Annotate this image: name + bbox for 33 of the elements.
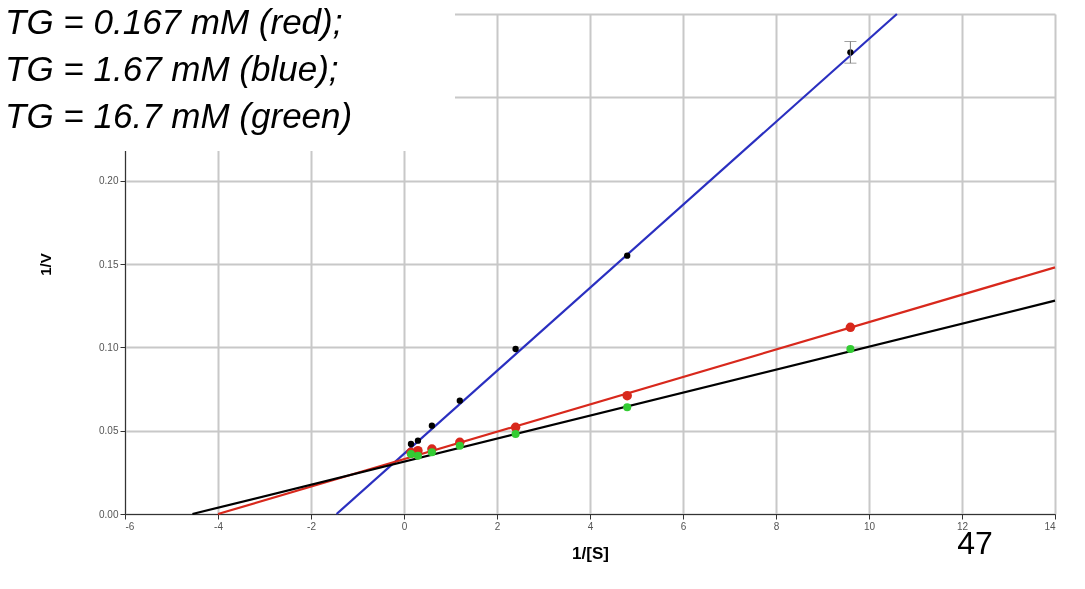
y-tick-label: 0.00 — [99, 508, 119, 520]
y-axis-title: 1/V — [37, 253, 55, 276]
point — [846, 344, 855, 354]
x-tick-label: 2 — [494, 520, 501, 532]
y-tick-label: 0.10 — [99, 341, 119, 353]
x-tick-label: 6 — [680, 520, 687, 532]
point — [623, 403, 632, 412]
x-tick-label: 14 — [1044, 520, 1056, 532]
x-tick-label: -2 — [307, 520, 317, 532]
x-tick-label: 10 — [863, 520, 876, 532]
point — [845, 322, 856, 333]
y-tick-label: 0.20 — [99, 175, 119, 187]
text: TG = 0.167 mM (red); TG = 1.67 mM (blue); TG = 16.7 mM (green) — [5, 2, 353, 135]
point — [456, 397, 463, 404]
x-tick-label: 0 — [401, 520, 408, 532]
point — [512, 345, 519, 353]
point — [413, 451, 422, 460]
y-tick-label: 0.15 — [99, 258, 119, 270]
y-tick-label: 0.05 — [99, 425, 119, 437]
point — [428, 422, 436, 429]
point — [455, 441, 464, 450]
point — [427, 448, 436, 457]
x-axis-title: 1/[S] — [572, 543, 609, 563]
point — [622, 390, 632, 401]
x-tick-label: -4 — [214, 520, 224, 532]
point — [624, 252, 631, 259]
x-tick-label: 12 — [956, 520, 969, 532]
x-tick-label: 8 — [773, 520, 780, 532]
x-tick-label: -6 — [125, 520, 135, 532]
point — [414, 437, 422, 444]
point — [407, 440, 415, 448]
point — [511, 429, 520, 439]
x-tick-label: 4 — [587, 520, 594, 532]
